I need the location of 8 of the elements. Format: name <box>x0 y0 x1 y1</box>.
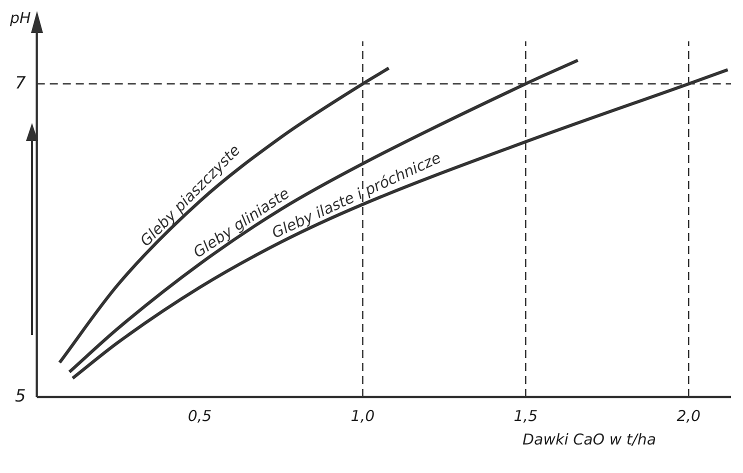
x-tick-label: 1,0 <box>350 406 375 425</box>
x-axis-title: Dawki CaO w t/ha <box>522 430 656 448</box>
x-tick-label: 0,5 <box>188 406 212 425</box>
y-axis-title: pH <box>9 9 31 28</box>
y-tick-label: 5 <box>14 386 26 406</box>
y-tick-label: 7 <box>14 73 26 94</box>
x-tick-label: 2,0 <box>676 406 701 425</box>
x-tick-label: 1,5 <box>514 406 538 425</box>
